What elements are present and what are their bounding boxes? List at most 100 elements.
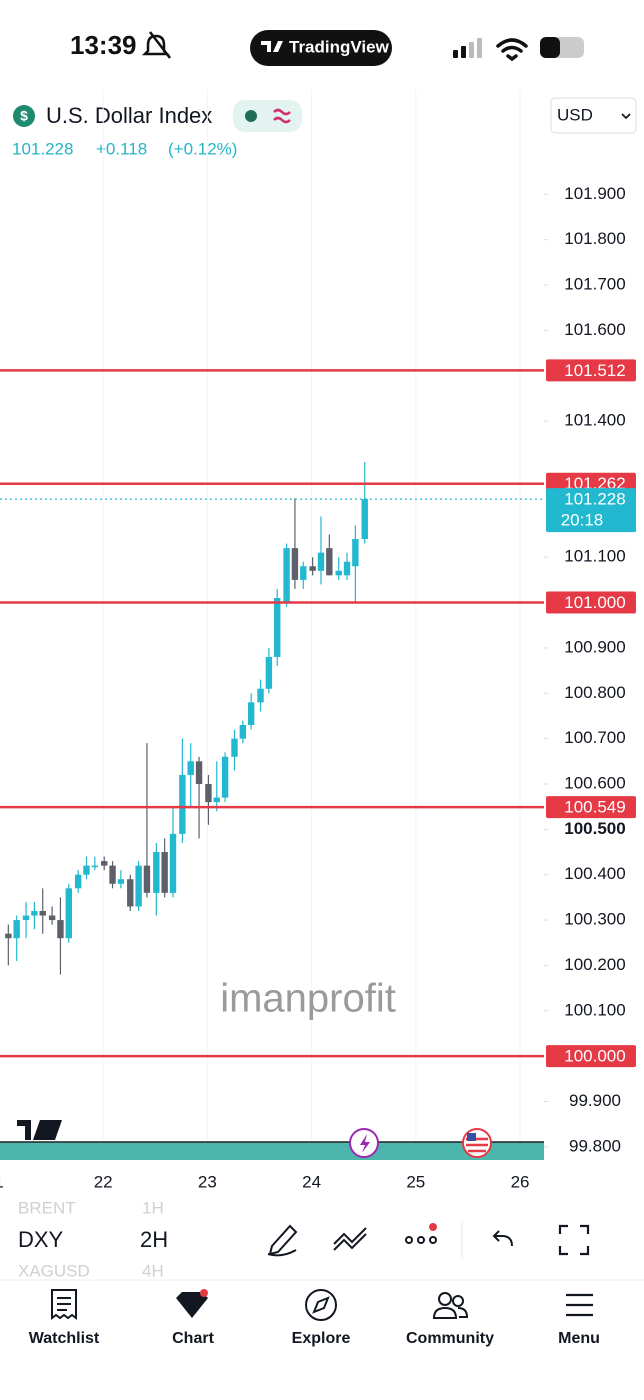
y-tick-label: 99.900 [569,1091,621,1110]
nav-label[interactable]: Watchlist [29,1330,100,1347]
chart-icon [176,1292,208,1318]
level-label: 100.549 [564,798,625,817]
price-change: +0.118 [96,139,147,158]
y-tick-label: 100.300 [564,910,625,929]
candle-body [352,539,359,567]
candle-body [109,865,116,884]
candle-body [335,570,342,576]
y-tick-label: 100.800 [564,683,625,702]
candle-body [187,761,194,775]
level-label: 101.000 [564,593,625,612]
explore-icon [305,1289,337,1321]
community-icon [432,1292,469,1319]
y-tick-label: 101.600 [564,320,625,339]
symbol-option[interactable]: BRENT [18,1198,76,1217]
flag-canton [467,1133,476,1141]
candle-body [31,910,38,916]
battery-level [540,37,560,58]
candle-body [326,548,333,576]
candle-body [221,756,229,798]
level-label: 101.512 [564,361,625,380]
currency: USD [557,105,593,124]
symbol-option[interactable]: XAGUSD [18,1261,90,1280]
mute-icon [141,31,171,59]
nav-label[interactable]: Chart [172,1330,214,1347]
candle-body [5,933,12,939]
app-pill [250,30,392,66]
level-label-box [546,796,636,819]
candle-body [309,566,316,571]
candle-body [317,552,325,571]
y-tick-label-bold: 100.500 [564,819,625,838]
candle-body [361,499,368,540]
x-tick-label: 24 [302,1172,321,1191]
fullscreen[interactable] [558,1224,590,1256]
candle-body [74,874,82,889]
market-status-dot [245,110,257,122]
candle-body [65,888,72,939]
more-tools[interactable] [405,1223,437,1244]
candle-body [239,725,247,739]
candle-body [48,915,56,921]
status-time: 13:39 [70,30,137,60]
symbol-icon-glyph: $ [20,108,28,124]
current-symbol[interactable]: DXY [18,1227,64,1252]
x-tick-label: 1 [0,1172,4,1191]
draw-tool[interactable] [267,1224,298,1257]
indicators-tool[interactable] [333,1227,367,1251]
y-tick-label: 101.100 [564,547,625,566]
y-tick-label: 101.700 [564,275,625,294]
candle-body [283,548,290,603]
candle-body [57,920,64,939]
candle-body [247,702,255,726]
level-label: 100.000 [564,1047,625,1066]
candle-body [274,598,281,657]
chart-badge [200,1289,208,1297]
tv-watermark-logo [17,1120,62,1140]
candle-body [13,920,20,939]
currency-select[interactable] [550,97,637,134]
level-label-box [546,359,636,382]
candle-body [300,566,307,580]
y-tick-label: 100.200 [564,955,625,974]
candle-body [83,865,90,875]
chart: 1 22 23 24 25 26 101.900 101.800 101.700 101.600 1… [0,90,636,1191]
nav-label[interactable]: Explore [292,1330,351,1347]
candle-body [39,910,46,916]
app-name: TradingView [289,37,390,56]
current-interval[interactable]: 2H [140,1227,168,1252]
candle-body [205,783,212,803]
y-tick-label: 100.100 [564,1000,625,1019]
nav-label[interactable]: Menu [558,1330,600,1347]
interval-option[interactable]: 1H [142,1198,164,1217]
y-tick-label: 100.900 [564,637,625,656]
delayed-icon [273,108,291,124]
tv-logo [261,41,283,52]
nav-label[interactable]: Community [406,1330,494,1347]
x-tick-label: 22 [94,1172,113,1191]
last-price-box [546,488,636,533]
undo[interactable] [492,1230,513,1247]
candle-body [179,774,186,834]
candle-body [169,833,177,893]
x-tick-label: 23 [198,1172,217,1191]
watchlist-icon [51,1289,77,1320]
y-tick-label: 101.400 [564,411,625,430]
symbol-name[interactable]: U.S. Dollar Index [46,103,212,128]
y-tick-label: 101.800 [564,229,625,248]
wifi-icon [496,38,528,62]
candle-body [343,561,351,576]
symbol-icon [13,105,35,127]
x-tick-label: 26 [511,1172,530,1191]
interval-option[interactable]: 4H [142,1261,164,1280]
explore-needle [312,1296,330,1314]
candle-body [153,852,160,893]
status-toggle[interactable] [233,100,302,132]
level-label-box [546,591,636,614]
y-tick-label: 100.400 [564,864,625,883]
last-price-label: 101.228 [564,490,625,509]
candle-body [101,861,108,866]
volume-band [0,1142,544,1160]
